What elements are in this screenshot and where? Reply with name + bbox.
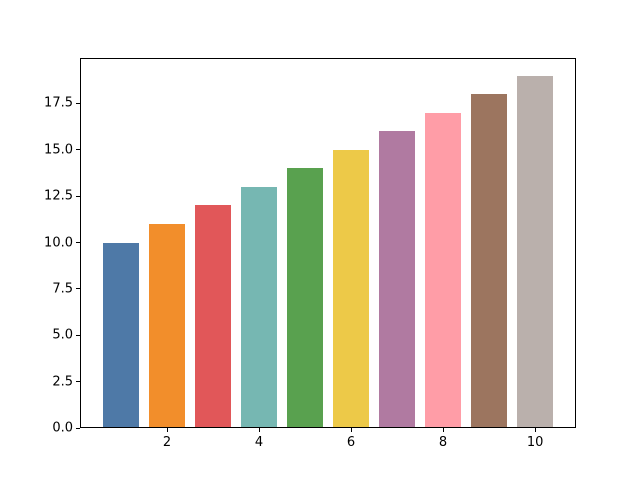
y-tick-mark: [76, 427, 80, 429]
bar-3: [194, 205, 232, 428]
bar-1: [102, 242, 140, 428]
x-tick-label: 6: [346, 435, 356, 450]
y-tick-mark: [76, 334, 80, 336]
bar-9: [470, 94, 508, 428]
y-tick-label: 12.5: [44, 188, 73, 204]
bar-7: [378, 131, 416, 428]
x-tick-label: 4: [254, 435, 264, 450]
y-tick-mark: [76, 381, 80, 383]
y-tick-mark: [76, 195, 80, 197]
y-tick-label: 2.5: [52, 374, 73, 390]
x-tick-mark: [442, 428, 444, 432]
bar-10: [516, 75, 554, 428]
y-tick-label: 10.0: [44, 235, 73, 250]
bar-6: [332, 149, 370, 428]
x-tick-mark: [166, 428, 168, 432]
y-tick-mark: [76, 149, 80, 151]
y-tick-label: 17.5: [44, 95, 73, 111]
bar-8: [424, 112, 462, 428]
y-tick-label: 7.5: [52, 281, 73, 297]
bar-2: [148, 224, 186, 428]
y-tick-label: 15.0: [44, 142, 73, 158]
x-tick-mark: [258, 428, 260, 432]
x-tick-label: 8: [438, 435, 448, 450]
y-tick-mark: [76, 242, 80, 243]
x-tick-label: 2: [162, 435, 172, 450]
x-tick-label: 10: [526, 435, 544, 450]
bar-5: [286, 168, 324, 428]
bar-4: [240, 186, 278, 428]
y-tick-mark: [76, 102, 80, 104]
y-tick-mark: [76, 288, 80, 290]
y-tick-label: 0.0: [52, 420, 73, 436]
y-tick-label: 5.0: [52, 327, 73, 343]
plot-area: [80, 58, 576, 428]
x-tick-mark: [534, 428, 536, 432]
x-tick-mark: [350, 428, 352, 432]
